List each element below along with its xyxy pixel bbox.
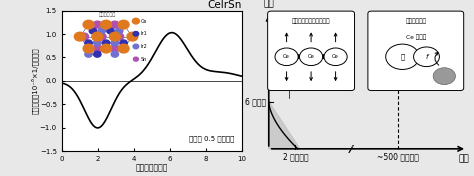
Circle shape (132, 18, 139, 24)
Circle shape (94, 40, 101, 46)
Y-axis label: 磁度係数（10⁻⁶×1/テスラ）: 磁度係数（10⁻⁶×1/テスラ） (31, 48, 38, 114)
Text: CeIrSn: CeIrSn (207, 0, 242, 10)
Text: 磁場: 磁場 (264, 0, 274, 9)
Text: 偶数振動状態: 偶数振動状態 (405, 19, 426, 24)
FancyBboxPatch shape (368, 11, 464, 90)
Circle shape (133, 32, 139, 36)
Text: 核: 核 (401, 54, 404, 60)
Text: Ir2: Ir2 (141, 44, 147, 49)
Circle shape (275, 48, 298, 66)
Circle shape (300, 48, 323, 66)
Text: 温度＝ 0.5 ケルビン: 温度＝ 0.5 ケルビン (189, 135, 235, 142)
Circle shape (83, 44, 94, 53)
Text: 温度: 温度 (458, 154, 469, 163)
Circle shape (107, 28, 114, 34)
Circle shape (100, 20, 111, 29)
Circle shape (324, 48, 347, 66)
Circle shape (85, 40, 92, 46)
Circle shape (102, 40, 110, 46)
Text: Ce: Ce (141, 19, 147, 24)
Circle shape (134, 57, 138, 61)
Circle shape (94, 51, 101, 57)
Circle shape (110, 21, 119, 28)
Text: Ce: Ce (332, 54, 339, 59)
Text: Ir1: Ir1 (141, 31, 147, 36)
Circle shape (93, 21, 102, 28)
Circle shape (127, 32, 138, 41)
Text: Ce: Ce (308, 54, 315, 59)
Circle shape (115, 33, 124, 40)
Circle shape (110, 45, 119, 52)
Circle shape (98, 28, 105, 34)
Circle shape (433, 68, 456, 85)
Circle shape (109, 32, 120, 41)
Circle shape (89, 28, 97, 34)
Circle shape (111, 51, 118, 57)
FancyBboxPatch shape (268, 11, 355, 90)
Circle shape (92, 32, 103, 41)
Circle shape (100, 44, 111, 53)
Text: f: f (425, 54, 428, 60)
Circle shape (116, 28, 123, 34)
Text: 磁気相関の発達した状態: 磁気相関の発達した状態 (292, 19, 330, 24)
Circle shape (93, 45, 102, 52)
Circle shape (80, 33, 89, 40)
Text: 6 テスラ: 6 テスラ (246, 97, 266, 106)
Text: ⁄⁄: ⁄⁄ (349, 145, 353, 155)
Circle shape (74, 32, 85, 41)
Text: Ce イオン: Ce イオン (406, 34, 426, 40)
Circle shape (118, 20, 129, 29)
Circle shape (118, 44, 129, 53)
Circle shape (97, 33, 106, 40)
Circle shape (413, 47, 439, 67)
X-axis label: 磁場（テスラ）: 磁場（テスラ） (136, 164, 168, 173)
Circle shape (83, 20, 94, 29)
Circle shape (111, 40, 118, 46)
Polygon shape (269, 102, 300, 149)
Text: 2 ケルビン: 2 ケルビン (283, 152, 308, 161)
Text: ~500 ケルビン: ~500 ケルビン (377, 152, 419, 161)
Text: Sn: Sn (141, 57, 147, 62)
Text: 虚カゴメ格子: 虚カゴメ格子 (99, 12, 117, 28)
Circle shape (120, 40, 128, 46)
Circle shape (386, 44, 419, 70)
Text: Ce: Ce (283, 54, 290, 59)
Circle shape (85, 51, 92, 57)
Circle shape (133, 44, 139, 49)
